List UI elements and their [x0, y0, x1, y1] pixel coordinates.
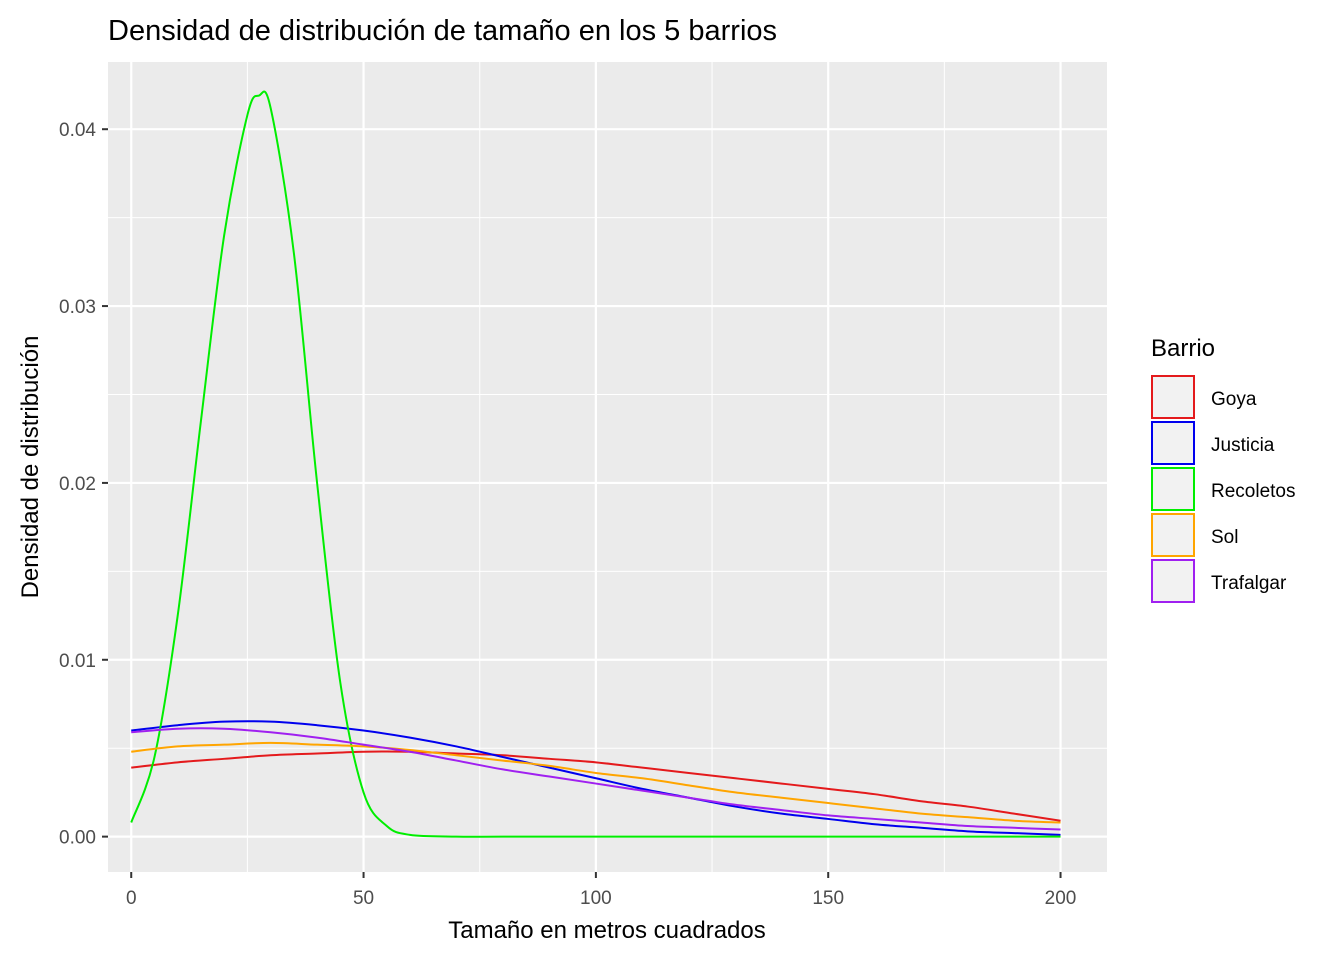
legend-title: Barrio: [1151, 335, 1215, 362]
legend-key-trafalgar: [1151, 559, 1195, 603]
y-tick-label: 0.03: [59, 297, 96, 318]
series-line-goya: [131, 750, 1061, 822]
x-axis-ticks: 0 50 100 150 200: [126, 872, 1076, 909]
legend-key-sol: [1151, 513, 1195, 557]
series-line-recoletos: [130, 90, 1061, 838]
y-tick-label: 0.00: [59, 828, 96, 849]
series-line-sol: [131, 741, 1061, 824]
y-axis-ticks: 0.00 0.01 0.02 0.03 0.04: [59, 120, 108, 849]
legend-label-recoletos: Recoletos: [1211, 481, 1296, 502]
series-lines: [130, 90, 1061, 838]
y-tick-label: 0.01: [59, 651, 96, 672]
minor-gridlines: [108, 62, 1107, 872]
x-axis-title: Tamaño en metros cuadrados: [448, 917, 766, 944]
plot-panel: [108, 62, 1107, 872]
legend-label-justicia: Justicia: [1211, 435, 1275, 456]
series-line-trafalgar: [131, 727, 1061, 831]
legend-label-sol: Sol: [1211, 527, 1238, 548]
legend-key-goya: [1151, 375, 1195, 419]
x-tick-label: 150: [812, 888, 844, 909]
x-tick-label: 200: [1045, 888, 1077, 909]
y-axis-title: Densidad de distribución: [17, 336, 44, 599]
legend-label-goya: Goya: [1211, 389, 1257, 410]
y-tick-label: 0.02: [59, 474, 96, 495]
x-tick-label: 100: [580, 888, 612, 909]
x-tick-label: 50: [353, 888, 374, 909]
legend-key-justicia: [1151, 421, 1195, 465]
legend: Barrio Goya Justicia Recoletos Sol Trafalgar: [1151, 335, 1296, 603]
x-tick-label: 0: [126, 888, 137, 909]
series-line-justicia: [131, 720, 1061, 836]
legend-label-trafalgar: Trafalgar: [1211, 573, 1287, 594]
y-tick-label: 0.04: [59, 120, 96, 141]
chart-title: Densidad de distribución de tamaño en lo…: [108, 15, 777, 47]
legend-key-recoletos: [1151, 467, 1195, 511]
